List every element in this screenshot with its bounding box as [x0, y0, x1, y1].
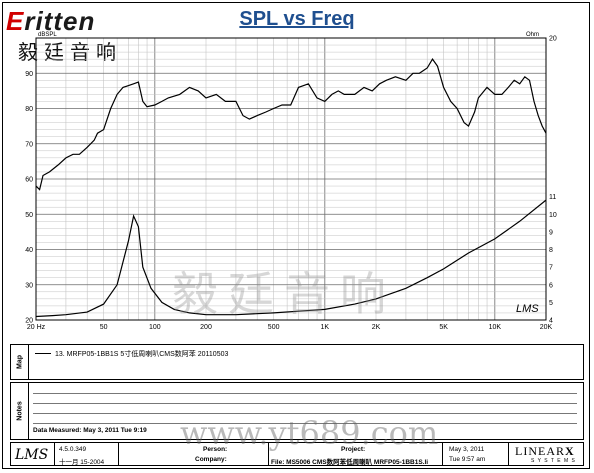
footer-bar: LMS 4.5.0.349 十一月 15-2004 Person: Compan…	[10, 442, 584, 466]
project-label: Project:	[341, 446, 366, 453]
x-tick-label: 500	[268, 324, 280, 331]
person-label: Person:	[203, 446, 228, 453]
lms-mark: LMS	[516, 303, 539, 315]
time-text: Tue 9:57 am	[449, 456, 486, 463]
chart-labels: 20 Hz 50 100 200 500 1K 2K 5K 10K 20K 20 30 40 50 60 70…	[25, 32, 557, 331]
footer-project-cell: Project: File: MS5006 CMS数阿苯低周喇叭 MRFP05-…	[269, 443, 443, 466]
linearx-sub: S Y S T E M S	[531, 458, 576, 464]
y-right-tick-label: 9	[549, 229, 553, 236]
x-tick-label: 200	[200, 324, 212, 331]
footer-date-cell: May 3, 2011 Tue 9:57 am	[443, 443, 509, 465]
spl-curve	[35, 57, 547, 191]
y-right-tick-label: 20	[549, 36, 557, 43]
chart-title: SPL vs Freq	[239, 8, 355, 30]
spl-impedance-chart: 20 Hz 50 100 200 500 1K 2K 5K 10K 20K 20 30 40 50 60 70…	[25, 32, 557, 331]
notes-rule	[33, 413, 577, 414]
map-panel: Map 13. MRFP05-1BB1S 5寸低周喇叭CMS数阿苯 201105…	[10, 344, 584, 380]
x-tick-label: 50	[100, 324, 108, 331]
notes-rule	[33, 423, 577, 424]
footer-version-cell: 4.5.0.349 十一月 15-2004	[55, 443, 119, 466]
footer-linearx-cell: LINEARX S Y S T E M S	[509, 443, 585, 465]
y-left-tick-label: 70	[25, 141, 33, 148]
y-right-tick-label: 6	[549, 282, 553, 289]
y-right-tick-label: 4	[549, 318, 553, 325]
legend-swatch	[35, 353, 51, 354]
notes-panel: Notes Data Measured: May 3, 2011 Tue 9:1…	[10, 382, 584, 440]
notes-rule	[33, 393, 577, 394]
lms-logo: LMS	[15, 447, 49, 463]
impedance-curve	[35, 199, 547, 318]
y-right-tick-label: 7	[549, 265, 553, 272]
watermark: 毅廷音响	[172, 267, 396, 321]
y-left-tick-label: 60	[25, 177, 33, 184]
x-tick-label: 20K	[540, 324, 553, 331]
build-date-text: 十一月 15-2004	[59, 459, 105, 466]
linearx-logo: LINEARX	[515, 444, 575, 458]
chart-curves	[35, 57, 547, 318]
y-right-tick-label: 10	[549, 212, 557, 219]
legend-entry: 13. MRFP05-1BB1S 5寸低周喇叭CMS数阿苯 20110503	[55, 351, 229, 358]
footer-person-cell: Person: Company:	[119, 443, 269, 465]
date-measured: Data Measured: May 3, 2011 Tue 9:19	[33, 427, 147, 434]
y-left-tick-label: 90	[25, 71, 33, 78]
url-watermark: www.yt689.com	[180, 414, 439, 452]
notes-label: Notes	[11, 383, 29, 439]
x-tick-label: 10K	[489, 324, 502, 331]
x-tick-label: 5K	[439, 324, 448, 331]
company-label: Company:	[195, 456, 227, 463]
x-tick-label: 1K	[321, 324, 330, 331]
version-text: 4.5.0.349	[59, 446, 87, 453]
map-label: Map	[11, 345, 29, 379]
y-right-tick-label: 8	[549, 247, 553, 254]
y-left-tick-label: 30	[25, 282, 33, 289]
date-text: May 3, 2011	[449, 446, 485, 453]
y-left-tick-label: 40	[25, 247, 33, 254]
file-text: File: MS5006 CMS数阿苯低周喇叭 MRFP05-1BB1S.li	[271, 459, 429, 466]
plot-border	[35, 37, 547, 321]
x-tick-label: 2K	[372, 324, 381, 331]
brand-wordmark: Eritten	[6, 6, 96, 36]
x-tick-label: 100	[149, 324, 161, 331]
footer-lms-cell: LMS	[11, 443, 55, 465]
x-tick-label: 20 Hz	[27, 324, 46, 331]
y-left-tick-label: 20	[25, 318, 33, 325]
y-right-tick-label: 11	[549, 194, 556, 201]
y-right-tick-label: 5	[549, 300, 553, 307]
left-unit-label: dBSPL	[38, 32, 57, 38]
y-left-tick-label: 50	[25, 212, 33, 219]
notes-rule	[33, 403, 577, 404]
brand-logo: Eritten 毅廷音响	[6, 6, 136, 64]
right-unit-label: Ohm	[526, 32, 539, 38]
y-left-tick-label: 80	[25, 106, 33, 113]
